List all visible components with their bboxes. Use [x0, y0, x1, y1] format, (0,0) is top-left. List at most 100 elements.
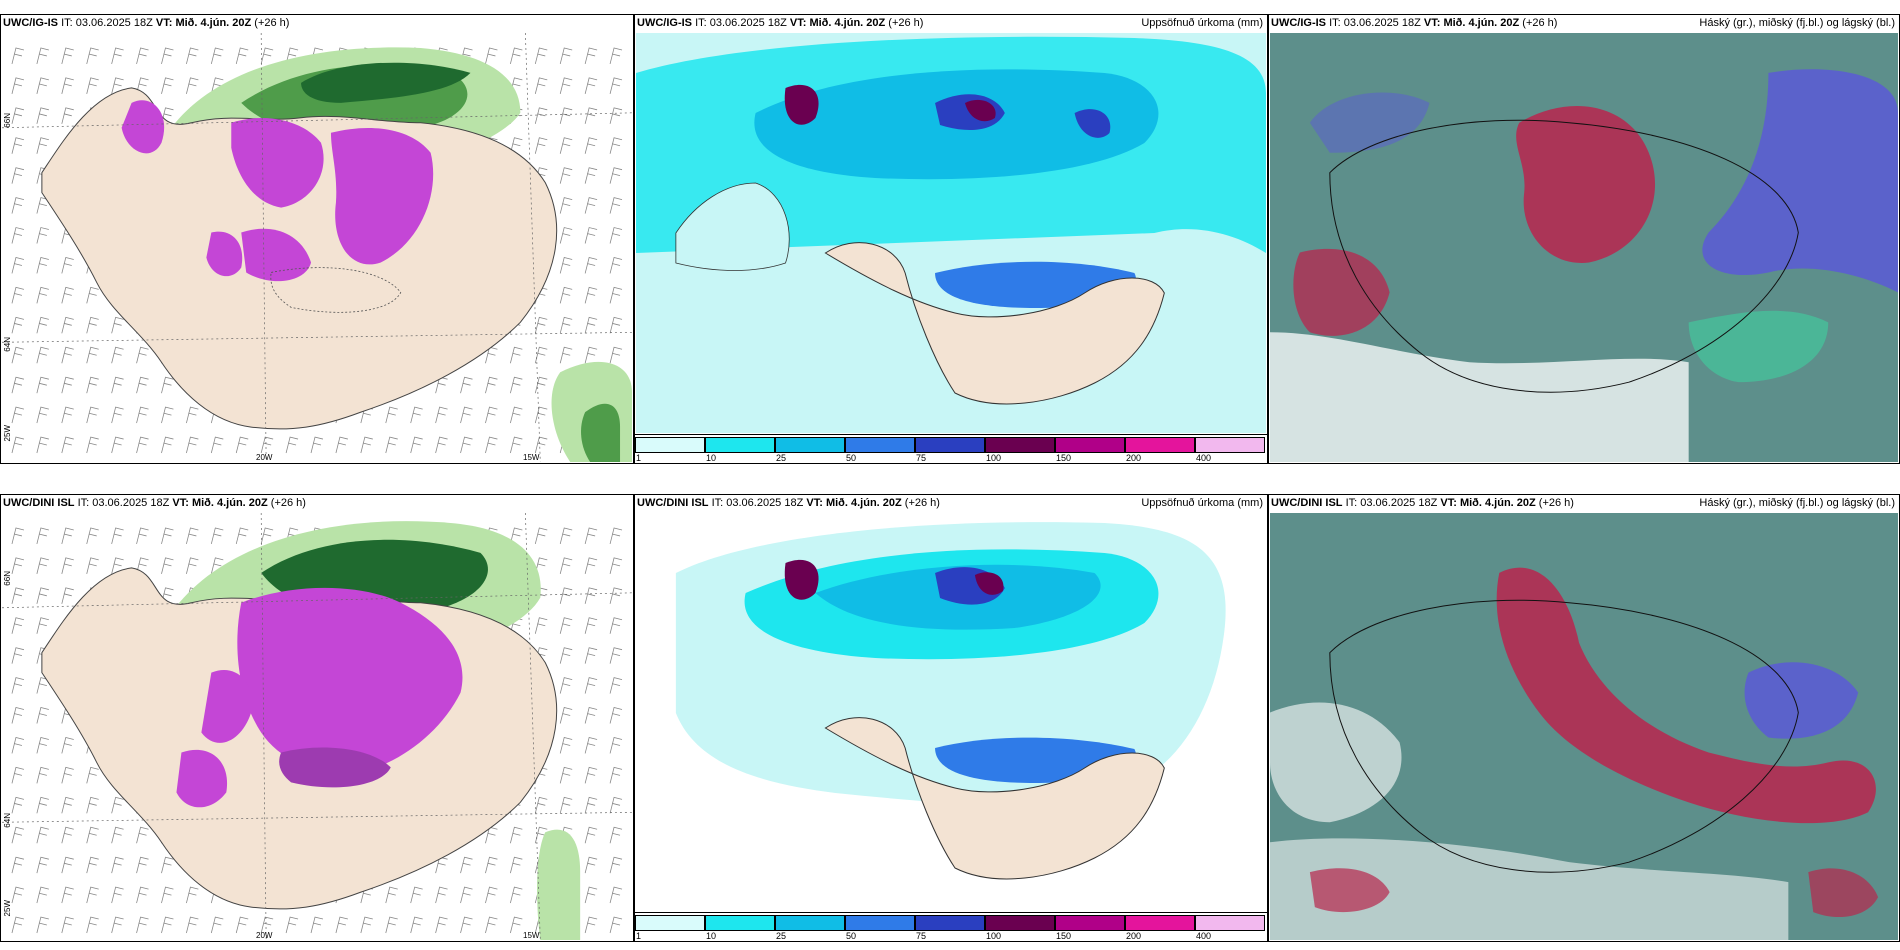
panel-header: UWC/IG-IS IT: 03.06.2025 18Z VT: Mið. 4.…	[637, 17, 1265, 32]
map-canvas	[636, 513, 1266, 911]
colorbar-tick: 150	[1056, 453, 1072, 463]
model-label: UWC/DINI ISL	[1271, 497, 1343, 509]
lead-time: (+26 h)	[254, 17, 290, 29]
lat-label-64: 64N	[3, 337, 12, 352]
colorbar: 1 10 25 50 75 100 150 200 400	[635, 434, 1267, 463]
colorbar-tick: 150	[1056, 931, 1072, 941]
it-value: 03.06.2025 18Z	[75, 17, 153, 29]
colorbar-swatch	[775, 437, 845, 453]
panel-dini-cloud: UWC/DINI ISL IT: 03.06.2025 18Z VT: Mið.…	[1268, 494, 1900, 942]
it-value: 03.06.2025 18Z	[92, 497, 170, 509]
vt-label: VT: Mið. 4.jún. 20Z	[1423, 17, 1520, 29]
colorbar-swatch	[1055, 915, 1125, 931]
model-label: UWC/IG-IS	[637, 17, 692, 29]
lat-label-64: 64N	[3, 813, 12, 828]
lead-time: (+26 h)	[1522, 17, 1558, 29]
colorbar-swatch	[985, 915, 1055, 931]
colorbar-tick: 400	[1196, 931, 1212, 941]
vt-label: VT: Mið. 4.jún. 20Z	[789, 17, 886, 29]
colorbar-tick: 50	[846, 453, 857, 463]
lead-time: (+26 h)	[1538, 497, 1574, 509]
colorbar-swatch	[775, 915, 845, 931]
model-label: UWC/IG-IS	[3, 17, 58, 29]
vt-label: VT: Mið. 4.jún. 20Z	[172, 497, 268, 509]
colorbar-tick: 200	[1126, 931, 1142, 941]
colorbar-swatch	[915, 437, 985, 453]
map-canvas	[636, 33, 1266, 433]
colorbar-tick: 25	[776, 931, 787, 941]
lon-label-15w: 15W	[523, 931, 540, 940]
lon-label-20w: 20W	[256, 453, 273, 462]
colorbar-swatch	[705, 437, 775, 453]
it-value: 03.06.2025 18Z	[1343, 17, 1421, 29]
colorbar-swatch	[1125, 915, 1195, 931]
model-label: UWC/DINI ISL	[3, 497, 75, 509]
lead-time: (+26 h)	[888, 17, 924, 29]
lat-label-25w: 25W	[3, 900, 12, 917]
colorbar-swatch	[1125, 437, 1195, 453]
colorbar-tick: 1	[636, 453, 642, 463]
map-canvas	[2, 513, 632, 940]
colorbar-swatch	[635, 437, 705, 453]
colorbar-tick: 50	[846, 931, 857, 941]
it-value: 03.06.2025 18Z	[709, 17, 787, 29]
panel-header: UWC/IG-IS IT: 03.06.2025 18Z VT: Mið. 4.…	[1271, 17, 1897, 32]
it-prefix: IT:	[695, 17, 707, 29]
lon-label-20w: 20W	[256, 931, 273, 940]
colorbar-tick: 75	[916, 453, 927, 463]
model-label: UWC/DINI ISL	[637, 497, 709, 509]
colorbar: 1 10 25 50 75 100 150 200 400	[635, 912, 1267, 941]
colorbar-swatch	[705, 915, 775, 931]
colorbar-tick: 25	[776, 453, 787, 463]
panel-ig-is-cloud: UWC/IG-IS IT: 03.06.2025 18Z VT: Mið. 4.…	[1268, 14, 1900, 464]
panel-header: UWC/DINI ISL IT: 03.06.2025 18Z VT: Mið.…	[637, 497, 1265, 512]
colorbar-swatch	[1195, 915, 1265, 931]
it-prefix: IT:	[77, 497, 90, 509]
panel-dini-accum-precip: UWC/DINI ISL IT: 03.06.2025 18Z VT: Mið.…	[634, 494, 1268, 942]
colorbar-tick: 100	[986, 453, 1002, 463]
panel-ig-is-accum-precip: UWC/IG-IS IT: 03.06.2025 18Z VT: Mið. 4.…	[634, 14, 1268, 464]
colorbar-swatch	[635, 915, 705, 931]
map-canvas	[2, 33, 632, 462]
lead-time: (+26 h)	[904, 497, 940, 509]
colorbar-swatch	[845, 437, 915, 453]
colorbar-swatch	[845, 915, 915, 931]
panel-title-cloud: Háský (gr.), miðský (fj.bl.) og lágský (…	[1699, 17, 1895, 29]
vt-label: VT: Mið. 4.jún. 20Z	[806, 497, 902, 509]
it-value: 03.06.2025 18Z	[726, 497, 804, 509]
map-canvas	[1270, 33, 1898, 462]
colorbar-tick: 400	[1196, 453, 1212, 463]
colorbar-tick: 10	[706, 931, 717, 941]
lat-label-66: 66N	[3, 113, 12, 128]
panel-title-precip: Uppsöfnuð úrkoma (mm)	[1141, 497, 1263, 509]
it-prefix: IT:	[61, 17, 73, 29]
panel-title-cloud: Háský (gr.), miðský (fj.bl.) og lágský (…	[1699, 497, 1895, 509]
panel-dini-precip-type: UWC/DINI ISL IT: 03.06.2025 18Z VT: Mið.…	[0, 494, 634, 942]
lat-label-25w: 25W	[3, 425, 12, 442]
vt-label: VT: Mið. 4.jún. 20Z	[155, 17, 252, 29]
map-canvas	[1270, 513, 1898, 940]
panel-ig-is-precip-type: UWC/IG-IS IT: 03.06.2025 18Z VT: Mið. 4.…	[0, 14, 634, 464]
colorbar-swatch	[915, 915, 985, 931]
it-value: 03.06.2025 18Z	[1360, 497, 1438, 509]
panel-title-precip: Uppsöfnuð úrkoma (mm)	[1141, 17, 1263, 29]
lat-label-66: 66N	[3, 571, 12, 586]
panel-header: UWC/DINI ISL IT: 03.06.2025 18Z VT: Mið.…	[1271, 497, 1897, 512]
colorbar-swatch	[1055, 437, 1125, 453]
model-label: UWC/IG-IS	[1271, 17, 1326, 29]
lead-time: (+26 h)	[270, 497, 306, 509]
panel-header: UWC/IG-IS IT: 03.06.2025 18Z VT: Mið. 4.…	[3, 17, 631, 32]
it-prefix: IT:	[711, 497, 724, 509]
colorbar-tick: 200	[1126, 453, 1142, 463]
colorbar-tick: 100	[986, 931, 1002, 941]
colorbar-tick: 10	[706, 453, 717, 463]
colorbar-swatch	[985, 437, 1055, 453]
colorbar-swatch	[1195, 437, 1265, 453]
colorbar-tick: 75	[916, 931, 927, 941]
lon-label-15w: 15W	[523, 453, 540, 462]
vt-label: VT: Mið. 4.jún. 20Z	[1440, 497, 1536, 509]
panel-header: UWC/DINI ISL IT: 03.06.2025 18Z VT: Mið.…	[3, 497, 631, 512]
it-prefix: IT:	[1345, 497, 1358, 509]
it-prefix: IT:	[1329, 17, 1341, 29]
colorbar-tick: 1	[636, 931, 642, 941]
